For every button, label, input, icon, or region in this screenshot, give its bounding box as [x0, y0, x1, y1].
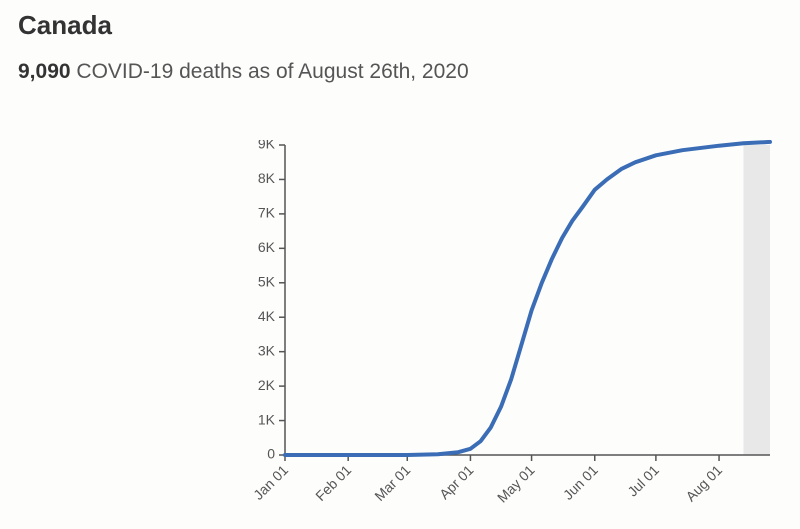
- stat-desc: COVID-19 deaths as of August 26th, 2020: [71, 60, 469, 83]
- x-tick-label: Jan 01: [250, 462, 291, 503]
- x-tick-label: Feb 01: [312, 462, 354, 504]
- stat-value: 9,090: [18, 60, 71, 83]
- y-tick-label: 9K: [258, 140, 276, 152]
- y-tick-label: 7K: [258, 205, 276, 221]
- y-tick-label: 6K: [258, 239, 276, 255]
- page-title: Canada: [18, 10, 112, 41]
- y-tick-label: 4K: [258, 308, 276, 324]
- x-tick-label: Jul 01: [624, 462, 662, 500]
- x-tick-label: May 01: [494, 462, 538, 506]
- x-tick-label: Jun 01: [560, 462, 601, 503]
- y-tick-label: 0: [267, 446, 275, 462]
- y-tick-label: 8K: [258, 170, 276, 186]
- chart-svg: 0 1K 2K 3K 4K 5K 6K 7K 8K 9K Jan 01 Feb 01 Mar 01 Apr…: [245, 140, 785, 520]
- highlight-band: [744, 145, 770, 455]
- y-tick-label: 1K: [258, 411, 276, 427]
- y-tick-label: 2K: [258, 377, 276, 393]
- deaths-chart: 0 1K 2K 3K 4K 5K 6K 7K 8K 9K Jan 01 Feb 01 Mar 01 Apr…: [245, 140, 785, 520]
- y-tick-label: 5K: [258, 273, 276, 289]
- x-tick-label: Aug 01: [682, 462, 725, 505]
- y-tick-label: 3K: [258, 342, 276, 358]
- x-tick-label: Apr 01: [436, 462, 477, 503]
- data-line: [285, 142, 770, 455]
- x-tick-label: Mar 01: [371, 462, 413, 504]
- subtitle: 9,090 COVID-19 deaths as of August 26th,…: [18, 60, 469, 84]
